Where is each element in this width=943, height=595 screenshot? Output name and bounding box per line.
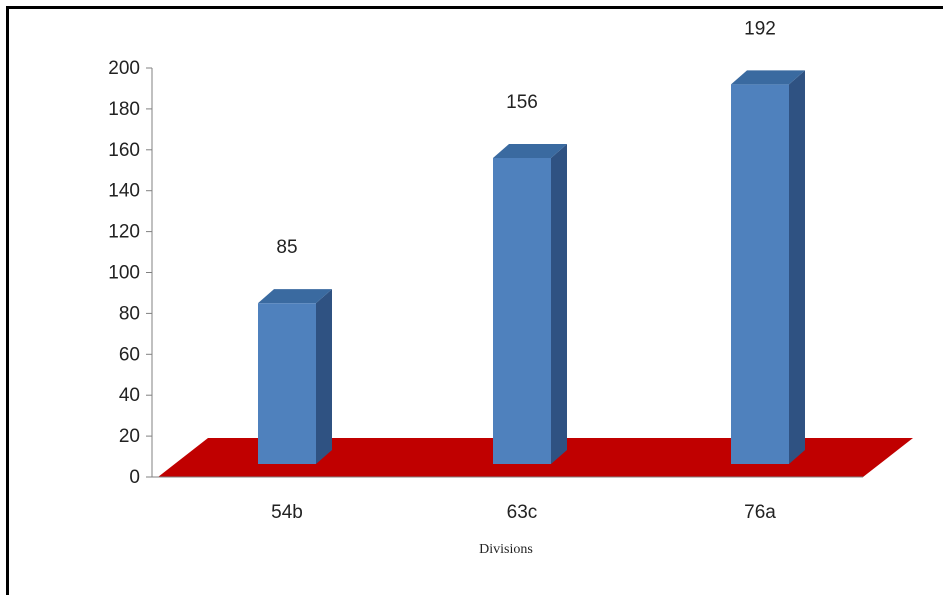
- y-tick-label: 200: [108, 58, 140, 79]
- bar-side-face: [789, 70, 805, 465]
- y-tick-label: 40: [119, 385, 140, 406]
- bar-top-face: [493, 143, 567, 158]
- data-label: 85: [276, 237, 297, 258]
- bar-side-face: [316, 289, 332, 464]
- bar-63c: [493, 143, 567, 465]
- y-tick-label: 180: [108, 99, 140, 120]
- data-label: 192: [744, 18, 776, 39]
- y-tick-label: 80: [119, 303, 140, 324]
- bar-front-face: [493, 157, 551, 465]
- bar-front-face: [258, 303, 316, 464]
- x-tick-label: 54b: [271, 502, 303, 523]
- bar-54b: [258, 289, 332, 464]
- chart-frame: [6, 6, 943, 595]
- x-tick-label: 76a: [744, 502, 776, 523]
- bar-front-face: [731, 84, 789, 465]
- bar-76a: [731, 70, 805, 465]
- y-tick-label: 160: [108, 140, 140, 161]
- y-tick-label: 20: [119, 426, 140, 447]
- y-tick-label: 100: [108, 263, 140, 284]
- x-tick-label: 63c: [507, 502, 538, 523]
- y-tick-label: 60: [119, 344, 140, 365]
- bar-side-face: [551, 143, 567, 465]
- x-axis-label: Divisions: [479, 542, 533, 557]
- y-tick-label: 0: [129, 467, 140, 488]
- y-tick-label: 140: [108, 181, 140, 202]
- y-tick-label: 120: [108, 222, 140, 243]
- bar-top-face: [731, 70, 805, 85]
- data-label: 156: [506, 92, 538, 113]
- bar-top-face: [258, 289, 332, 304]
